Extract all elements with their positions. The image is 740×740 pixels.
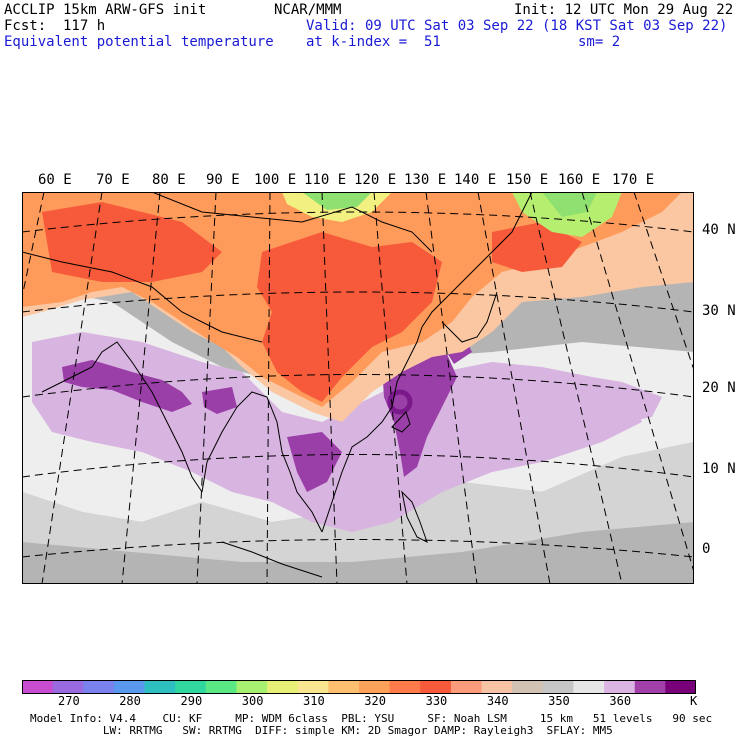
colorbar-cell — [144, 680, 176, 694]
lon-label: 90 E — [206, 172, 240, 188]
colorbar-cell — [205, 680, 237, 694]
lat-label: 40 N — [702, 222, 736, 238]
green-region — [302, 192, 372, 210]
lon-label: 170 E — [612, 172, 655, 188]
colorbar-cell — [113, 680, 146, 694]
model-title: ACCLIP 15km ARW-GFS init — [4, 2, 207, 18]
colorbar-tick-label: 300 — [241, 694, 264, 708]
typhoon-region — [382, 350, 457, 477]
colorbar-cell — [389, 680, 421, 694]
colorbar-tick-label: 330 — [425, 694, 448, 708]
colorbar-cell — [267, 680, 299, 694]
colorbar-tick-label: 310 — [303, 694, 325, 708]
colorbar-cell — [52, 680, 84, 694]
init-time: Init: 12 UTC Mon 29 Aug 22 — [514, 2, 734, 18]
colorbar-tick-label: 320 — [364, 694, 386, 708]
smoothing-label: sm= 2 — [578, 34, 621, 50]
colorbar-cell — [604, 680, 636, 694]
colorbar-cell — [22, 680, 54, 694]
lat-label: 30 N — [702, 303, 736, 319]
lat-label: 10 N — [702, 461, 736, 477]
colorbar-cell — [573, 680, 605, 694]
red-orange-region — [257, 232, 442, 402]
lat-label: 0 — [702, 541, 711, 557]
red-orange-east — [492, 222, 582, 272]
lilac-region — [32, 332, 642, 532]
colorbar-tick-label: 270 — [58, 694, 80, 708]
colorbar-cell — [542, 680, 574, 694]
lon-label: 100 E — [254, 172, 297, 188]
graticule — [22, 192, 694, 584]
purple-patch — [202, 387, 237, 414]
lon-label: 130 E — [404, 172, 447, 188]
lon-label: 60 E — [38, 172, 72, 188]
colorbar-tick-label: 280 — [119, 694, 141, 708]
colorbar-tick-label: 360 — [609, 694, 632, 708]
green-region-ne-core — [542, 192, 597, 217]
lon-label: 120 E — [354, 172, 397, 188]
coastlines — [22, 192, 533, 578]
valid-time: Valid: 09 UTC Sat 03 Sep 22 (18 KST Sat … — [306, 18, 728, 34]
lon-label: 150 E — [506, 172, 549, 188]
colorbar-tick-label: 290 — [180, 694, 203, 708]
colorbar-cell — [512, 680, 544, 694]
colorbar-cell — [359, 680, 391, 694]
lon-label: 80 E — [152, 172, 186, 188]
colorbar-cell — [481, 680, 513, 694]
model-info-line2: LW: RRTMG SW: RRTMG DIFF: simple KM: 2D … — [30, 724, 613, 737]
colorbar-cell — [420, 680, 452, 694]
lon-label: 160 E — [558, 172, 601, 188]
lon-label: 140 E — [454, 172, 497, 188]
map-frame — [22, 192, 694, 584]
colorbar-cell — [83, 680, 115, 694]
field-name: Equivalent potential temperature — [4, 34, 274, 50]
colorbar-cell — [236, 680, 268, 694]
colorbar-cell — [297, 680, 329, 694]
model-info-line1: Model Info: V4.4 CU: KF MP: WDM 6class P… — [30, 712, 713, 725]
colorbar-cell — [175, 680, 207, 694]
purple-band-india — [62, 360, 192, 412]
colorbar-unit: K — [690, 694, 698, 708]
lilac-region-east — [502, 372, 662, 432]
red-orange-north — [42, 202, 222, 282]
colorbar-cell — [665, 680, 696, 694]
colorbar-cell — [450, 680, 483, 694]
colorbar-tick-label: 350 — [548, 694, 570, 708]
colorbar-tick-label: 340 — [486, 694, 509, 708]
forecast-hour: Fcst: 117 h — [4, 18, 106, 34]
center-label: NCAR/MMM — [274, 2, 342, 18]
colorbar — [22, 680, 696, 694]
lat-label: 20 N — [702, 380, 736, 396]
lon-label: 110 E — [304, 172, 347, 188]
lon-label: 70 E — [96, 172, 130, 188]
purple-patch-indochina — [287, 432, 342, 492]
colorbar-cell — [634, 680, 666, 694]
typhoon-eye — [387, 389, 413, 415]
colorbar-cell — [328, 680, 360, 694]
theta-e-map — [22, 192, 694, 584]
level-index: at k-index = 51 — [306, 34, 441, 50]
light-gray-band — [22, 442, 694, 562]
